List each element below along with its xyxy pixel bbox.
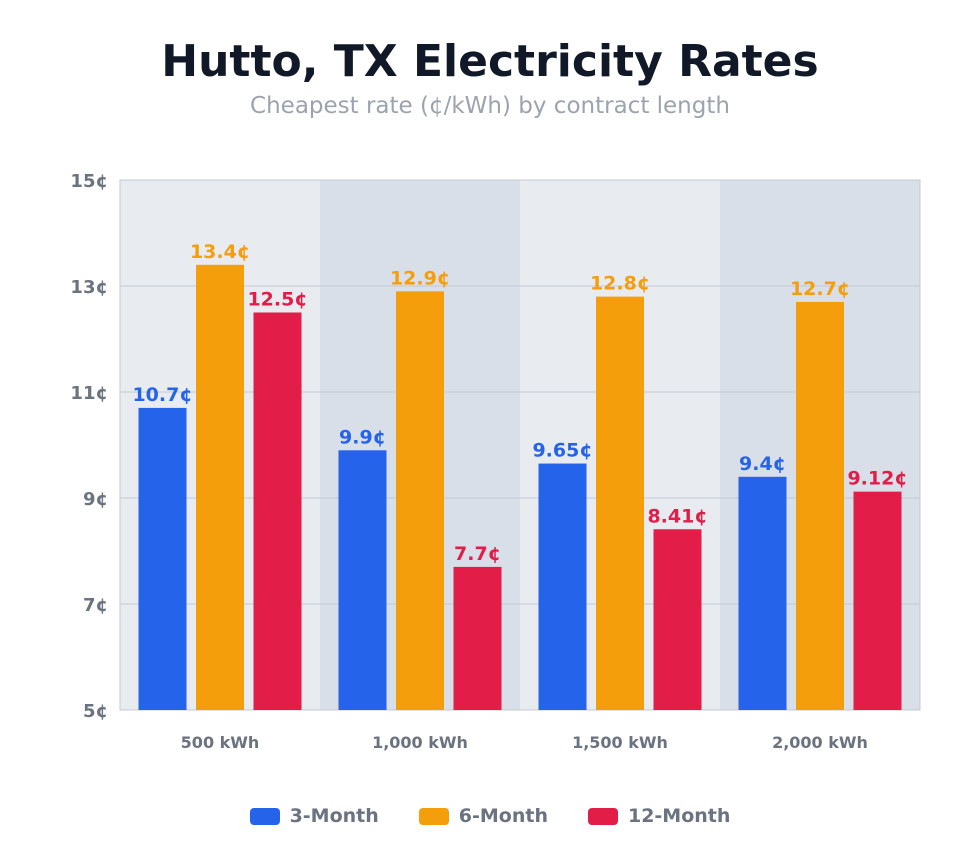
bar-6-month — [196, 264, 244, 710]
bar-12-month — [253, 312, 302, 710]
legend: 3-Month 6-Month 12-Month — [0, 805, 980, 827]
legend-item-12-month[interactable]: 12-Month — [587, 805, 731, 827]
y-tick-label: 5¢ — [83, 701, 108, 722]
x-tick-label: 1,500 kWh — [572, 733, 668, 752]
bar-6-month — [796, 301, 844, 710]
bar-12-month — [853, 491, 902, 710]
bar-3-month — [138, 407, 187, 710]
plot-frame — [119, 179, 921, 711]
data-label: 9.12¢ — [847, 468, 907, 490]
legend-label: 3-Month — [289, 805, 379, 827]
legend-item-6-month[interactable]: 6-Month — [418, 805, 548, 827]
data-label: 12.8¢ — [590, 273, 650, 295]
bar-6-month — [596, 296, 644, 710]
x-tick-label: 1,000 kWh — [372, 733, 468, 752]
y-tick-label: 11¢ — [70, 383, 108, 404]
x-tick-label: 500 kWh — [181, 733, 260, 752]
chart-subtitle: Cheapest rate (¢/kWh) by contract length — [250, 93, 730, 119]
data-label: 12.5¢ — [247, 289, 307, 311]
chart-title: Hutto, TX Electricity Rates — [161, 36, 819, 87]
data-label: 13.4¢ — [190, 241, 250, 263]
data-label: 12.7¢ — [790, 278, 850, 300]
bar-12-month — [653, 529, 702, 710]
x-tick-label: 2,000 kWh — [772, 733, 868, 752]
y-tick-label: 13¢ — [70, 277, 108, 298]
legend-swatch — [587, 807, 618, 825]
legend-label: 12-Month — [627, 805, 731, 827]
data-label: 9.9¢ — [339, 426, 386, 448]
bar-3-month — [538, 463, 587, 710]
bar-6-month — [396, 291, 444, 710]
legend-swatch — [418, 807, 449, 825]
bar-3-month — [338, 450, 387, 710]
data-label: 7.7¢ — [454, 543, 501, 565]
legend-swatch — [249, 807, 280, 825]
data-label: 9.65¢ — [532, 440, 592, 462]
y-tick-label: 15¢ — [70, 171, 108, 192]
bar-12-month — [453, 566, 502, 710]
data-label: 8.41¢ — [647, 505, 707, 527]
data-label: 10.7¢ — [132, 384, 192, 406]
legend-item-3-month[interactable]: 3-Month — [249, 805, 379, 827]
y-tick-label: 9¢ — [83, 489, 108, 510]
legend-label: 6-Month — [458, 805, 548, 827]
bar-3-month — [738, 476, 787, 710]
data-label: 12.9¢ — [390, 267, 450, 289]
y-tick-label: 7¢ — [83, 595, 108, 616]
data-label: 9.4¢ — [739, 453, 786, 475]
